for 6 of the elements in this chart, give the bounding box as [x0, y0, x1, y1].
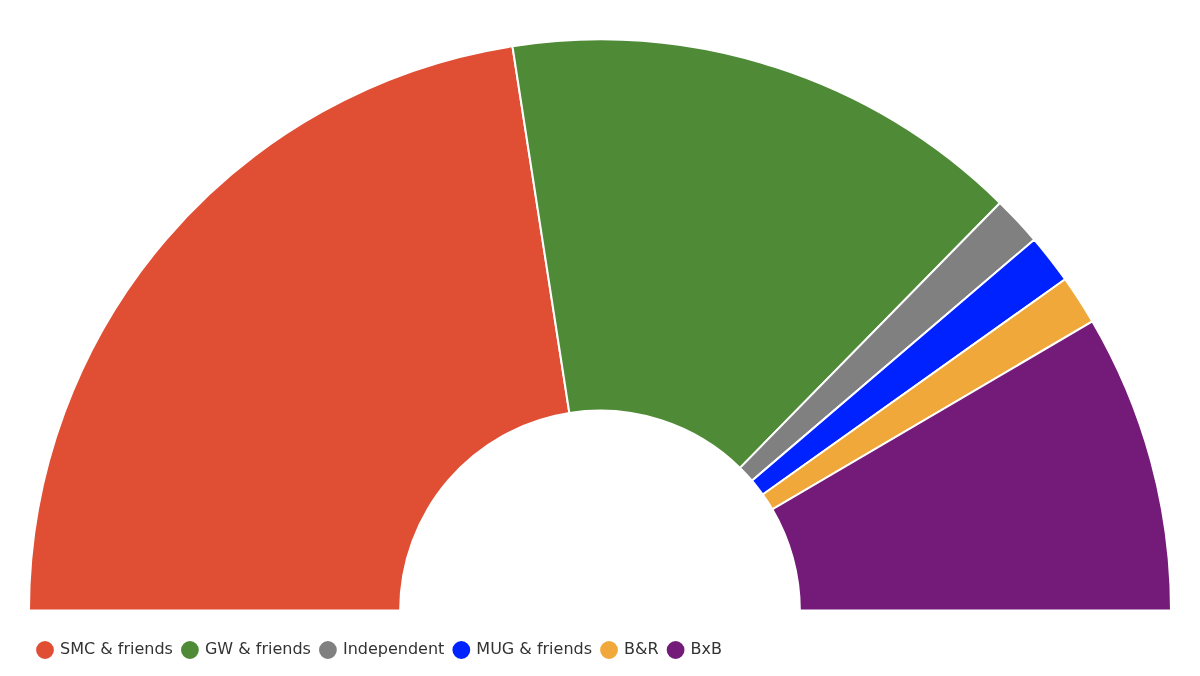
legend-label: SMC & friends: [60, 639, 173, 659]
legend-label: MUG & friends: [476, 639, 593, 659]
legend-label: Independent: [342, 639, 445, 659]
legend-label: B&R: [624, 639, 659, 659]
legend-label: GW & friends: [204, 639, 311, 659]
legend-label: BxB: [690, 639, 723, 659]
